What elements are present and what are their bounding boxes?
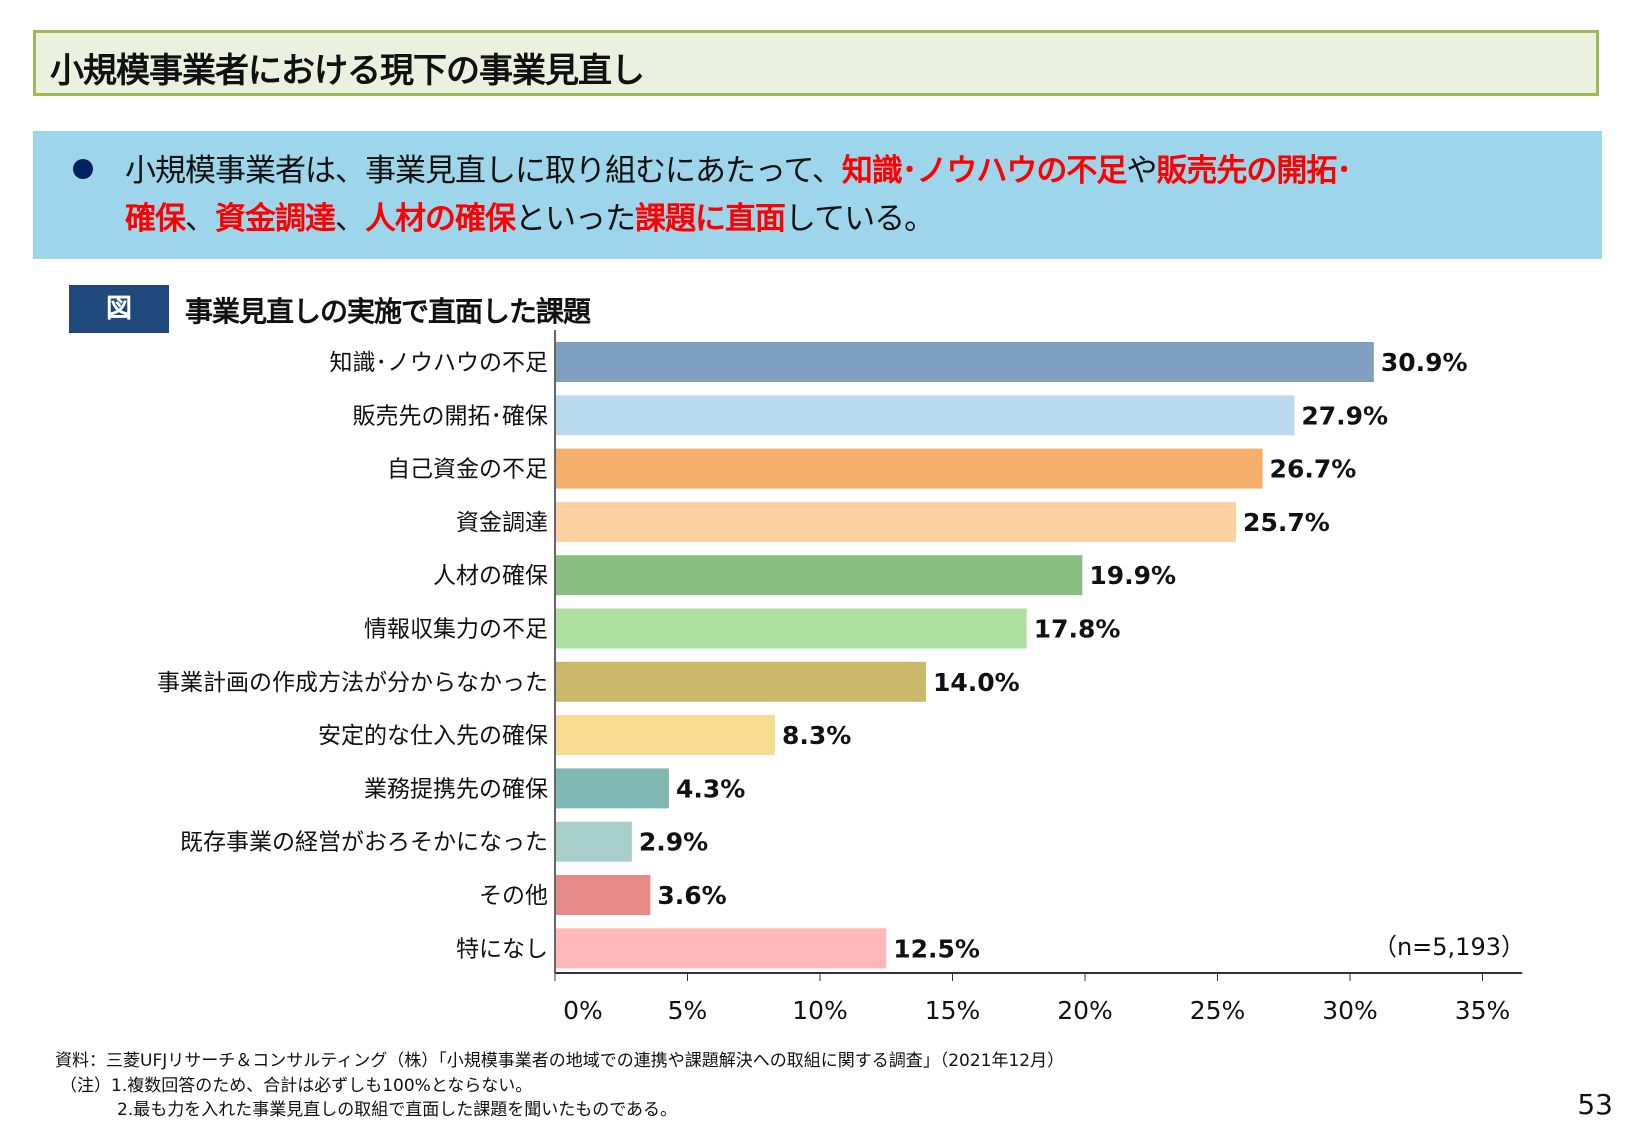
figure-tag: 図 — [69, 285, 169, 333]
emphasis-text: 知識･ノウハウの不足 — [841, 153, 1127, 189]
x-tick-label: 30% — [1322, 996, 1378, 1025]
value-label: 4.3% — [676, 774, 745, 803]
bar — [555, 875, 651, 915]
value-label: 3.6% — [657, 881, 726, 910]
value-label: 19.9% — [1089, 561, 1176, 590]
note-1: （注）1.複数回答のため、合計は必ずしも100%とならない。 — [60, 1076, 533, 1096]
category-label: 知識･ノウハウの不足 — [330, 350, 549, 376]
value-label: 30.9% — [1381, 348, 1468, 377]
category-label: 資金調達 — [456, 510, 548, 536]
emphasis-text: 確保 — [125, 201, 186, 237]
summary-text: や — [1126, 153, 1157, 189]
emphasis-text: 資金調達 — [215, 201, 336, 237]
value-label: 8.3% — [782, 721, 851, 750]
x-tick-label: 10% — [792, 996, 848, 1025]
category-label: 既存事業の経営がおろそかになった — [180, 830, 548, 856]
value-label: 14.0% — [933, 668, 1020, 697]
value-label: 26.7% — [1270, 455, 1357, 484]
bar — [555, 715, 775, 756]
category-label: 人材の確保 — [433, 563, 548, 589]
x-tick-label: 5% — [668, 996, 708, 1025]
category-label: 情報収集力の不足 — [364, 617, 548, 643]
summary-text: している。 — [785, 201, 935, 237]
note-2: 2.最も力を入れた事業見直しの取組で直面した課題を聞いたものである。 — [117, 1100, 678, 1120]
summary-line-2: 確保、資金調達、人材の確保といった課題に直面している。 — [125, 193, 935, 238]
source-note: 資料：三菱UFJリサーチ＆コンサルティング（株）「小規模事業者の地域での連携や課… — [55, 1051, 1065, 1071]
bar — [555, 821, 632, 862]
bar — [555, 768, 669, 809]
category-label: 自己資金の不足 — [387, 457, 548, 483]
value-label: 17.8% — [1034, 615, 1121, 644]
bar-chart: 知識･ノウハウの不足 30.9% 販売先の開拓･確保 27.9% 自己資金の不足 26.7… — [157, 330, 1525, 1025]
slide-title: 小規模事業者における現下の事業見直し — [50, 51, 645, 91]
bar — [555, 608, 1027, 649]
bar — [555, 928, 887, 969]
bar — [555, 555, 1083, 596]
category-label: 業務提携先の確保 — [364, 776, 548, 802]
summary-box: 小規模事業者は、事業見直しに取り組むにあたって、知識･ノウハウの不足や販売先の開… — [33, 131, 1602, 259]
category-label: 事業計画の作成方法が分からなかった — [157, 670, 548, 696]
bar — [555, 501, 1237, 542]
summary-line-1: 小規模事業者は、事業見直しに取り組むにあたって、知識･ノウハウの不足や販売先の開… — [125, 145, 1352, 190]
category-label: 安定的な仕入先の確保 — [318, 723, 548, 749]
category-label: その他 — [479, 883, 548, 909]
bar — [555, 661, 926, 702]
x-tick-label: 20% — [1057, 996, 1113, 1025]
x-tick-label: 35% — [1455, 996, 1511, 1025]
sample-size-annotation: （n=5,193） — [1373, 933, 1525, 961]
emphasis-text: 課題に直面 — [635, 201, 786, 237]
category-label: 特になし — [456, 936, 548, 962]
x-tick-label: 15% — [925, 996, 981, 1025]
category-label: 販売先の開拓･確保 — [353, 403, 549, 429]
x-tick-label: 0% — [563, 996, 603, 1025]
bar — [555, 448, 1263, 489]
bar — [555, 395, 1295, 436]
emphasis-text: 人材の確保 — [365, 201, 516, 237]
summary-text: 、 — [335, 201, 366, 237]
value-label: 25.7% — [1243, 508, 1330, 537]
value-label: 27.9% — [1301, 401, 1388, 430]
x-tick-label: 25% — [1190, 996, 1246, 1025]
summary-text: 、 — [185, 201, 216, 237]
summary-text: 小規模事業者は、事業見直しに取り組むにあたって、 — [125, 153, 843, 189]
bullet-icon — [73, 159, 93, 179]
bar — [555, 342, 1374, 382]
page-number: 53 — [1577, 1088, 1613, 1121]
value-label: 2.9% — [639, 828, 708, 857]
emphasis-text: 販売先の開拓･ — [1156, 153, 1351, 189]
slide-title-box: 小規模事業者における現下の事業見直し — [33, 30, 1599, 96]
figure-title: 事業見直しの実施で直面した課題 — [185, 295, 591, 328]
value-label: 12.5% — [893, 934, 980, 963]
summary-text: といった — [515, 201, 636, 237]
